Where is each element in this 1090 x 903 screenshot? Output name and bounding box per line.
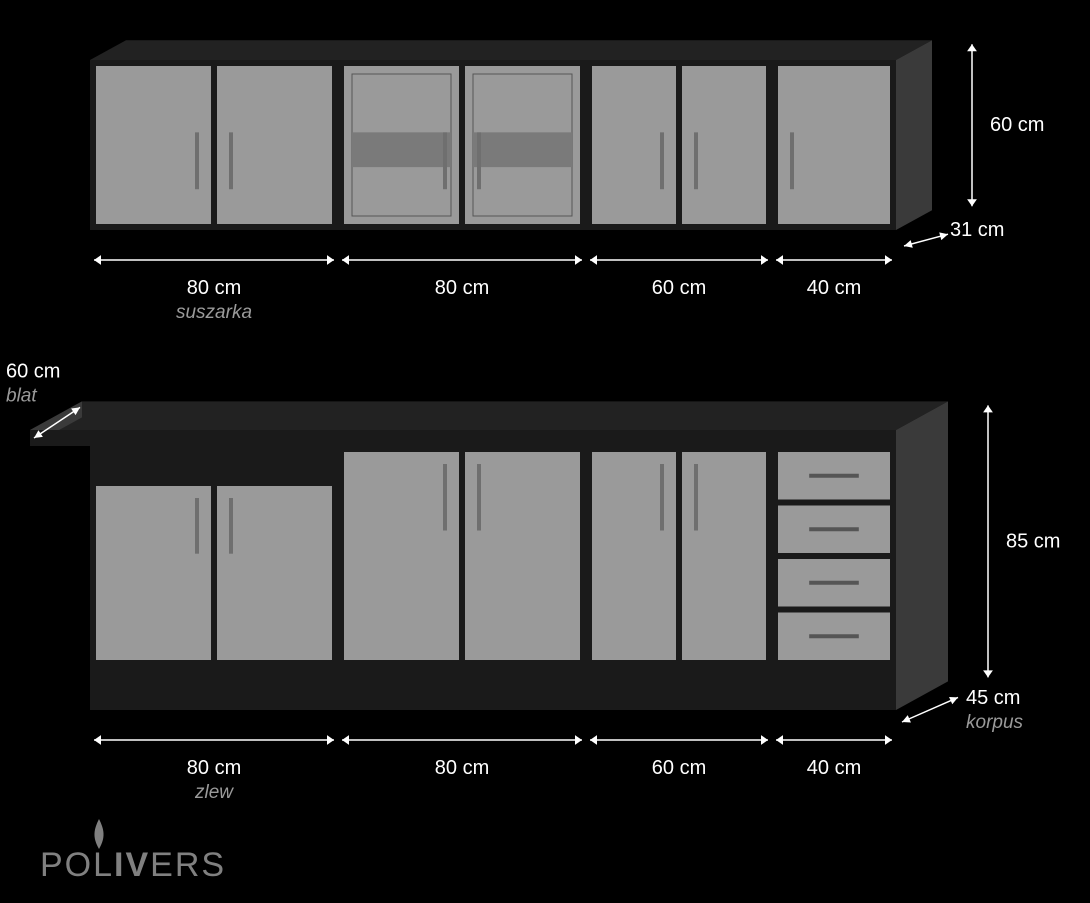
svg-text:korpus: korpus	[966, 712, 1024, 733]
svg-text:45 cm: 45 cm	[966, 687, 1020, 709]
svg-text:85 cm: 85 cm	[1006, 530, 1060, 552]
svg-text:60 cm: 60 cm	[652, 277, 706, 299]
svg-text:zlew: zlew	[194, 782, 234, 803]
svg-text:80 cm: 80 cm	[435, 757, 489, 779]
svg-text:60 cm: 60 cm	[6, 360, 60, 382]
svg-text:31 cm: 31 cm	[950, 219, 1004, 241]
svg-text:80 cm: 80 cm	[187, 277, 241, 299]
svg-text:60 cm: 60 cm	[652, 757, 706, 779]
brand-logo: POLIVERS	[40, 846, 226, 885]
svg-text:40 cm: 40 cm	[807, 277, 861, 299]
logo-leaf-icon	[88, 819, 110, 849]
svg-text:80 cm: 80 cm	[187, 757, 241, 779]
svg-text:80 cm: 80 cm	[435, 277, 489, 299]
svg-text:40 cm: 40 cm	[807, 757, 861, 779]
svg-text:blat: blat	[6, 385, 37, 406]
svg-text:suszarka: suszarka	[176, 302, 252, 323]
svg-text:60 cm: 60 cm	[990, 114, 1044, 136]
